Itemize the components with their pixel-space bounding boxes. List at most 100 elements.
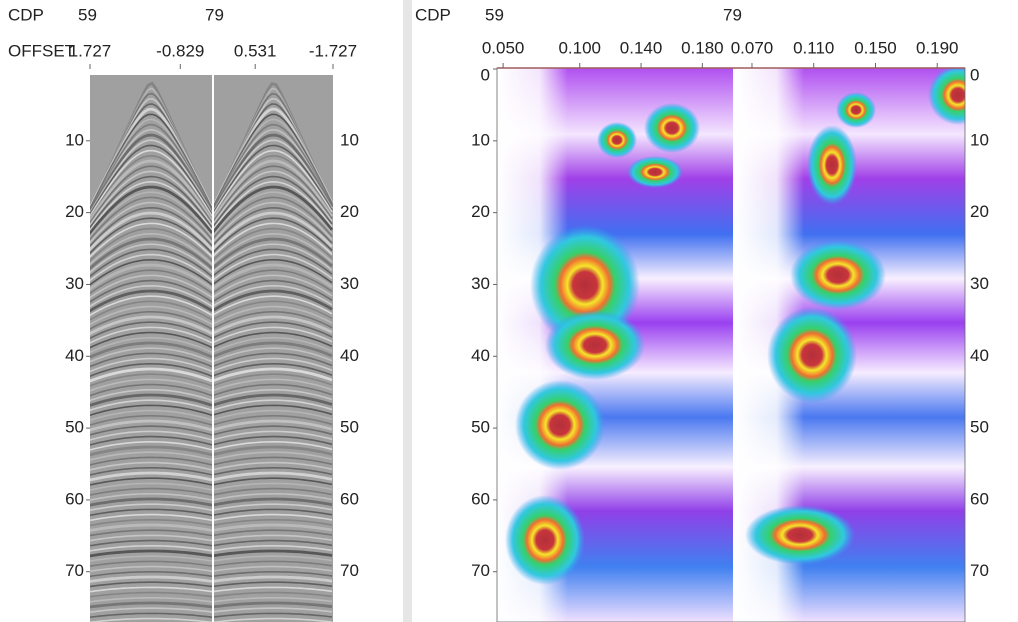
- reflection: [90, 326, 212, 344]
- reflection: [90, 300, 212, 321]
- gather-background: [90, 75, 333, 622]
- reflection: [214, 285, 333, 307]
- reflection: [90, 331, 212, 349]
- reflection: [90, 617, 212, 622]
- reflection: [214, 165, 333, 222]
- depth-tick-label: 30: [471, 274, 490, 293]
- reflection: [90, 357, 212, 373]
- panel-separator: [733, 68, 735, 622]
- reflection: [90, 404, 212, 417]
- reflection: [90, 243, 212, 274]
- reflection: [214, 497, 333, 507]
- reflection: [90, 477, 212, 486]
- reflection: [214, 253, 333, 281]
- reflection: [214, 201, 333, 243]
- cdp-label: CDP: [8, 5, 44, 24]
- reflection: [214, 305, 333, 325]
- reflection: [90, 399, 212, 412]
- reflection: [90, 456, 212, 466]
- reflection: [90, 441, 212, 451]
- reflection: [214, 539, 333, 547]
- reflection: [214, 206, 333, 246]
- reflection: [214, 352, 333, 367]
- depth-tick-label: 10: [970, 130, 989, 149]
- depth-tick-label: 40: [340, 346, 359, 365]
- reflection: [90, 560, 212, 567]
- reflection: [90, 305, 212, 326]
- reflection: [214, 248, 333, 277]
- reflection: [214, 597, 333, 603]
- reflection: [214, 259, 333, 285]
- reflection: [214, 467, 333, 476]
- reflection: [214, 409, 333, 421]
- reflection: [90, 419, 212, 432]
- reflection: [90, 206, 212, 248]
- reflection: [90, 389, 212, 402]
- reflection: [90, 430, 212, 441]
- reflection: [90, 534, 212, 542]
- reflection: [90, 217, 212, 255]
- reflection: [90, 337, 212, 354]
- reflection: [214, 471, 333, 482]
- offset-tick-label: -1.727: [309, 41, 357, 60]
- offset-tick-label: 0.531: [234, 41, 277, 60]
- reflection: [214, 519, 333, 526]
- reflection: [90, 487, 212, 496]
- velocity-tick-label: 0.110: [793, 38, 834, 57]
- depth-tick-label: 20: [471, 202, 490, 221]
- reflection: [90, 201, 212, 244]
- reflection: [214, 159, 333, 221]
- reflection: [90, 315, 212, 336]
- reflection: [214, 445, 333, 456]
- reflection: [90, 373, 212, 387]
- reflection: [90, 415, 212, 426]
- depth-tick-label: 10: [340, 130, 359, 149]
- reflection: [90, 352, 212, 368]
- reflection: [214, 155, 333, 218]
- reflection: [214, 378, 333, 392]
- reflection: [90, 222, 212, 258]
- reflection: [214, 133, 333, 212]
- reflection: [90, 508, 212, 517]
- depth-tick-label: 70: [340, 561, 359, 580]
- reflection: [90, 378, 212, 392]
- reflection: [90, 519, 212, 527]
- reflection: [214, 180, 333, 230]
- depth-tick-label: 50: [471, 418, 490, 437]
- reflection: [214, 139, 333, 212]
- gather-separator: [212, 68, 214, 622]
- reflection: [214, 575, 333, 583]
- reflection: [214, 237, 333, 269]
- reflection: [90, 253, 212, 282]
- reflection: [214, 389, 333, 401]
- reflection: [214, 113, 333, 208]
- reflection: [90, 279, 212, 303]
- reflection: [214, 586, 333, 593]
- reflection: [90, 196, 212, 241]
- depth-tick-label: 60: [340, 489, 359, 508]
- velocity-tick-label: 0.050: [482, 38, 525, 57]
- reflection: [214, 337, 333, 353]
- velocity-tick-label: 0.140: [620, 38, 663, 57]
- reflection: [214, 508, 333, 516]
- reflection: [214, 601, 333, 609]
- gather-traces: [90, 81, 212, 622]
- reflection: [214, 357, 333, 372]
- reflection: [90, 591, 212, 598]
- reflection: [214, 393, 333, 407]
- reflection: [214, 315, 333, 335]
- depth-tick-label: 0: [481, 65, 490, 84]
- reflection: [214, 211, 333, 250]
- depth-tick-label: 30: [340, 274, 359, 293]
- reflection: [214, 607, 333, 613]
- reflection: [214, 196, 333, 239]
- depth-tick-label: 50: [65, 418, 84, 437]
- depth-tick-label: 0: [970, 65, 979, 84]
- reflection: [90, 529, 212, 537]
- reflection: [214, 118, 333, 208]
- offset-tick-label: -0.829: [156, 41, 204, 60]
- reflection: [90, 133, 212, 215]
- panel-frame: [496, 67, 966, 622]
- reflection: [90, 284, 212, 308]
